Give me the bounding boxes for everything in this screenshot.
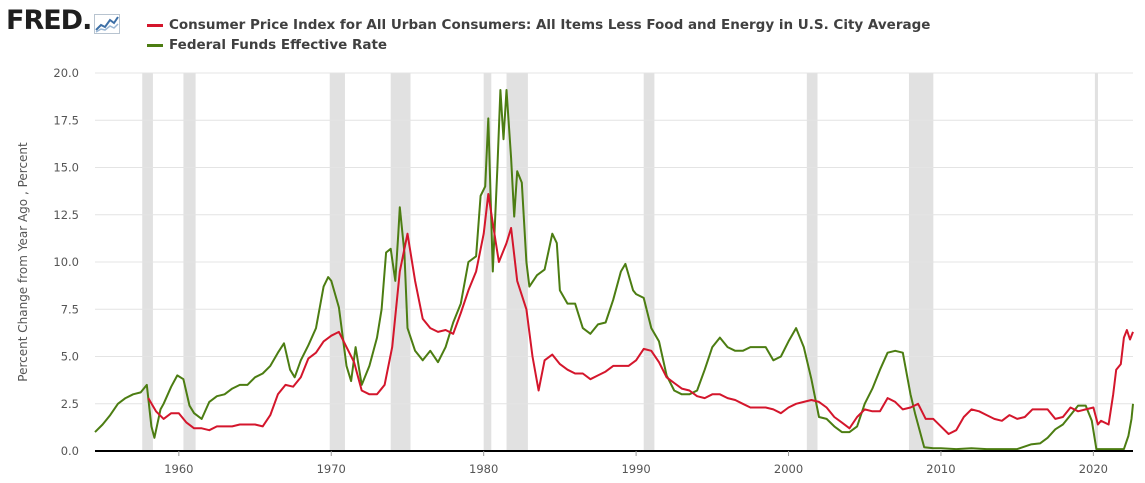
legend-label-fedfunds: Federal Funds Effective Rate — [169, 37, 388, 53]
chart-legend: Consumer Price Index for All Urban Consu… — [147, 15, 930, 55]
axes: 0.0 2.5 5.0 7.5 10.0 12.5 15.0 17.5 20.0 1960 1970… — [16, 66, 1133, 476]
series-lines — [94, 89, 1134, 451]
y-tick-label: 0.0 — [61, 444, 79, 458]
line-graph-icon — [94, 14, 121, 34]
x-tick-label: 2000 — [774, 462, 803, 476]
series-line-fedfunds — [94, 89, 1134, 451]
y-tick-label: 20.0 — [53, 66, 79, 80]
x-tick-label: 2010 — [926, 462, 955, 476]
y-tick-label: 17.5 — [53, 113, 79, 127]
legend-item-cpi[interactable]: Consumer Price Index for All Urban Consu… — [147, 15, 930, 35]
y-tick-label: 10.0 — [53, 255, 79, 269]
y-tick-label: 15.0 — [53, 161, 79, 175]
x-tick-label: 1960 — [164, 462, 193, 476]
legend-swatch-fedfunds — [147, 43, 163, 47]
fred-logo-text: FRED. — [6, 5, 92, 36]
x-tick-label: 1970 — [317, 462, 346, 476]
x-tick-label: 1980 — [469, 462, 498, 476]
legend-swatch-cpi — [147, 23, 163, 27]
x-tick-label: 1990 — [621, 462, 650, 476]
legend-item-fedfunds[interactable]: Federal Funds Effective Rate — [147, 35, 930, 55]
y-tick-label: 2.5 — [61, 397, 79, 411]
gridlines — [95, 72, 1133, 405]
y-tick-label: 7.5 — [61, 302, 79, 316]
x-tick-label: 2020 — [1079, 462, 1108, 476]
legend-label-cpi: Consumer Price Index for All Urban Consu… — [169, 17, 931, 33]
series-line-cpi — [147, 193, 1134, 435]
y-tick-label: 5.0 — [61, 350, 79, 364]
y-tick-label: 12.5 — [53, 208, 79, 222]
y-axis-title: Percent Change from Year Ago , Percent — [16, 142, 30, 382]
fred-logo[interactable]: FRED. — [6, 5, 121, 36]
